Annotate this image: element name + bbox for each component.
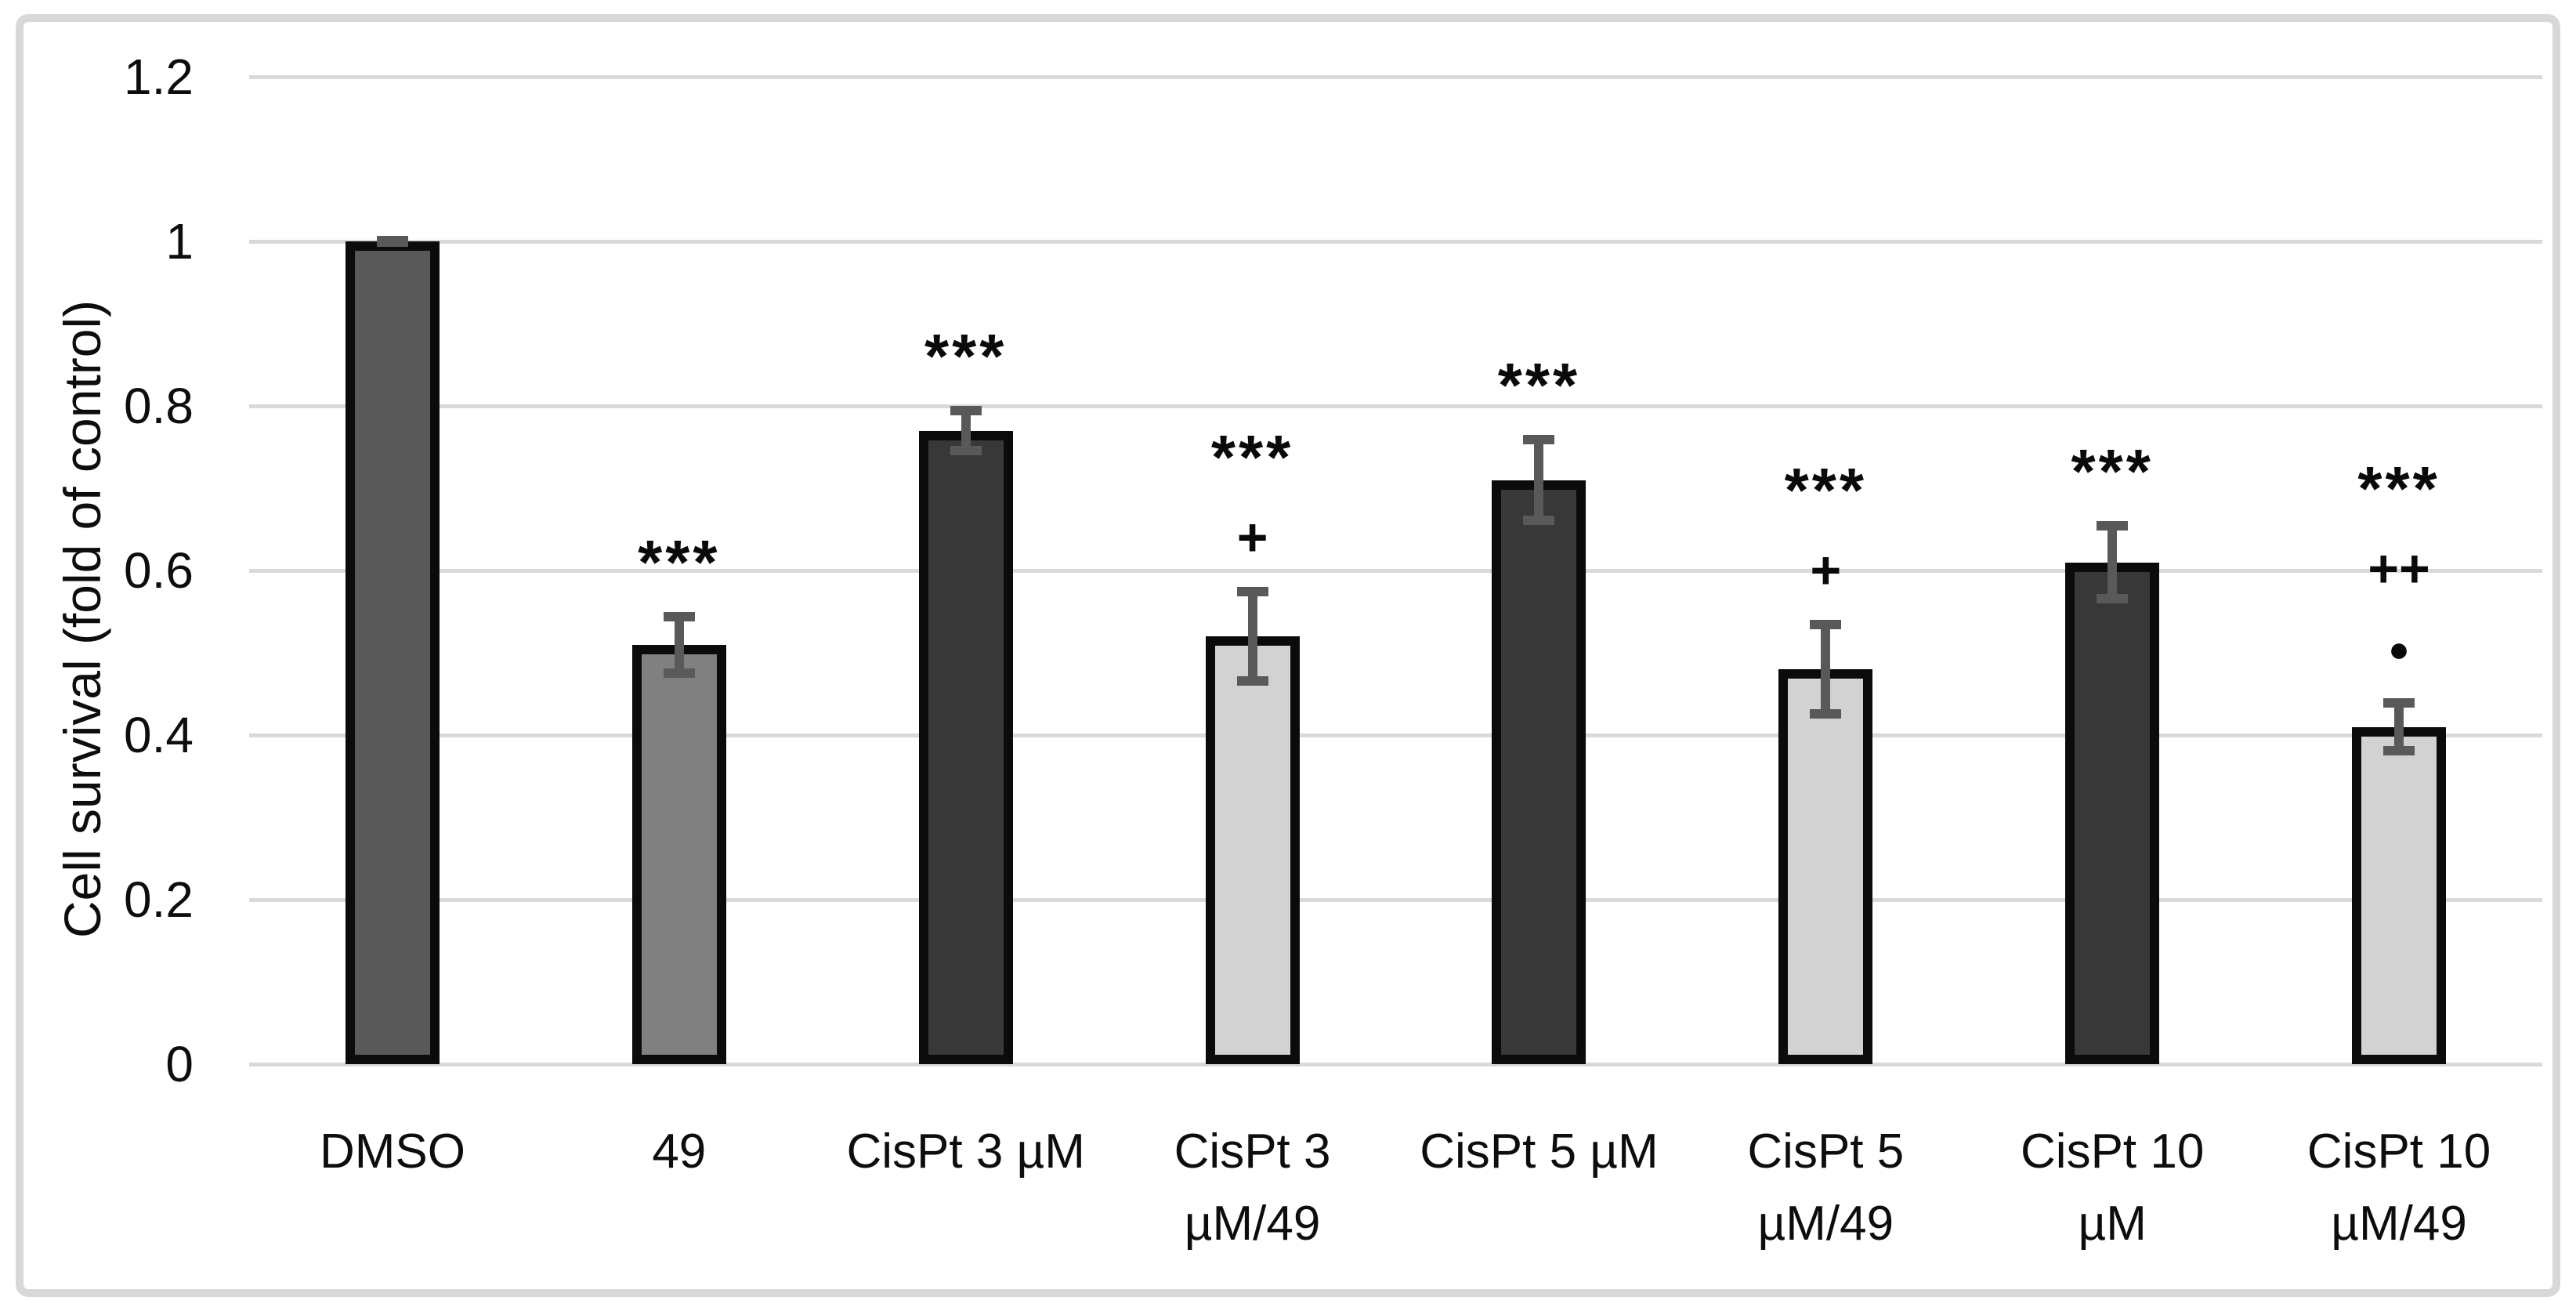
y-tick-label: 0.6 (124, 542, 194, 599)
error-bar-cap-bottom (663, 668, 695, 678)
significance-symbol: *** (1784, 455, 1868, 525)
x-tick-label-line: CisPt 5 µM (1420, 1124, 1659, 1179)
x-tick-label-line: µM/49 (2331, 1197, 2467, 1251)
significance-annotation: *** (536, 523, 823, 603)
bar (1205, 636, 1300, 1064)
significance-symbol: *** (2357, 453, 2440, 523)
bar (1778, 669, 1873, 1064)
error-bar (1821, 620, 1831, 719)
bar (918, 430, 1013, 1064)
y-tick-label: 1.2 (124, 49, 194, 105)
significance-symbol: + (1236, 508, 1268, 567)
error-bar-cap-top (2383, 697, 2415, 708)
gridline (249, 897, 2542, 902)
error-bar-cap-bottom (1523, 516, 1555, 526)
error-bar-cap-top (1236, 587, 1268, 596)
y-tick-label: 0 (165, 1036, 194, 1092)
bar (2352, 726, 2447, 1064)
significance-symbol: *** (2071, 436, 2154, 506)
error-bar-cap-bottom (1810, 709, 1842, 719)
significance-annotation: *** (1969, 432, 2256, 512)
error-bar-cap-top (950, 406, 982, 415)
error-bar-cap-top (2097, 521, 2129, 531)
x-tick-label-line: µM/49 (1757, 1197, 1894, 1251)
x-tick-label: CisPt 10 µM/49 (2256, 1116, 2542, 1260)
x-tick-label: CisPt 3 µM (823, 1116, 1109, 1188)
error-bar (1247, 587, 1257, 686)
gridline (249, 404, 2542, 408)
x-tick-label: 49 (536, 1116, 823, 1188)
significance-symbol: *** (1497, 349, 1581, 420)
bar (345, 241, 440, 1064)
error-bar (961, 406, 971, 455)
error-bar-cap-top (1810, 620, 1842, 629)
x-tick-label-line: CisPt 5 (1747, 1124, 1905, 1179)
significance-symbol: *** (924, 321, 1008, 391)
x-tick-label-line: CisPt 10 (2021, 1124, 2205, 1179)
significance-annotation: *** + (1109, 418, 1396, 578)
significance-annotation: *** + (1682, 451, 1969, 610)
y-tick-label: 0.4 (124, 707, 194, 763)
gridline (249, 239, 2542, 244)
x-tick-label-line: µM (2078, 1197, 2147, 1251)
error-bar (2394, 697, 2404, 756)
significance-annotation: *** (1395, 346, 1682, 426)
gridline (249, 74, 2542, 79)
x-tick-label: CisPt 3 µM/49 (1109, 1116, 1396, 1260)
x-tick-label-line: µM/49 (1184, 1197, 1321, 1251)
error-bar-cap-top (663, 611, 695, 621)
significance-annotation: *** ++ ● (2256, 449, 2542, 689)
gridline (249, 1062, 2542, 1067)
y-tick-label: 1 (165, 213, 194, 270)
error-bar-cap-bottom (2097, 594, 2129, 603)
x-tick-label: CisPt 5 µM/49 (1682, 1116, 1969, 1260)
x-tick-label-line: CisPt 3 µM (846, 1124, 1085, 1179)
error-bar-cap-top (1523, 434, 1555, 444)
x-tick-label-line: 49 (652, 1124, 707, 1179)
error-bar (674, 611, 684, 678)
bar (2065, 562, 2160, 1064)
y-tick-label: 0.8 (124, 378, 194, 434)
error-bar (2107, 521, 2118, 603)
error-bar-cap-bottom (950, 446, 982, 455)
x-axis: DMSO 49 CisPt 3 µM CisPt 3 µM/49 CisPt 5 µM Ci… (249, 1116, 2542, 1288)
gridline (249, 733, 2542, 737)
significance-annotation: *** (823, 317, 1109, 397)
y-tick-label: 0.2 (124, 871, 194, 928)
significance-symbol: *** (638, 527, 721, 597)
error-bar (1534, 434, 1544, 526)
x-tick-label: DMSO (249, 1116, 536, 1188)
gridline (249, 568, 2542, 573)
error-bar-cap-bottom (2383, 746, 2415, 756)
x-tick-label: CisPt 5 µM (1396, 1116, 1683, 1188)
significance-symbol: + (1810, 541, 1842, 600)
error-bar-cap-bottom (1236, 676, 1268, 686)
error-bar-cap-bottom (376, 236, 408, 246)
significance-symbol: *** (1210, 422, 1294, 492)
significance-symbol: ● (2388, 628, 2410, 669)
x-tick-label-line: CisPt 3 (1174, 1124, 1331, 1179)
plot-area: *** *** *** + *** *** + *** *** ++ ● (249, 74, 2542, 1067)
x-tick-label-line: DMSO (319, 1124, 465, 1179)
x-tick-label: CisPt 10 µM (1969, 1116, 2256, 1260)
bar (631, 644, 726, 1064)
x-tick-label-line: CisPt 10 (2306, 1124, 2491, 1179)
significance-symbol: ++ (2368, 538, 2430, 599)
bar (1492, 480, 1586, 1064)
